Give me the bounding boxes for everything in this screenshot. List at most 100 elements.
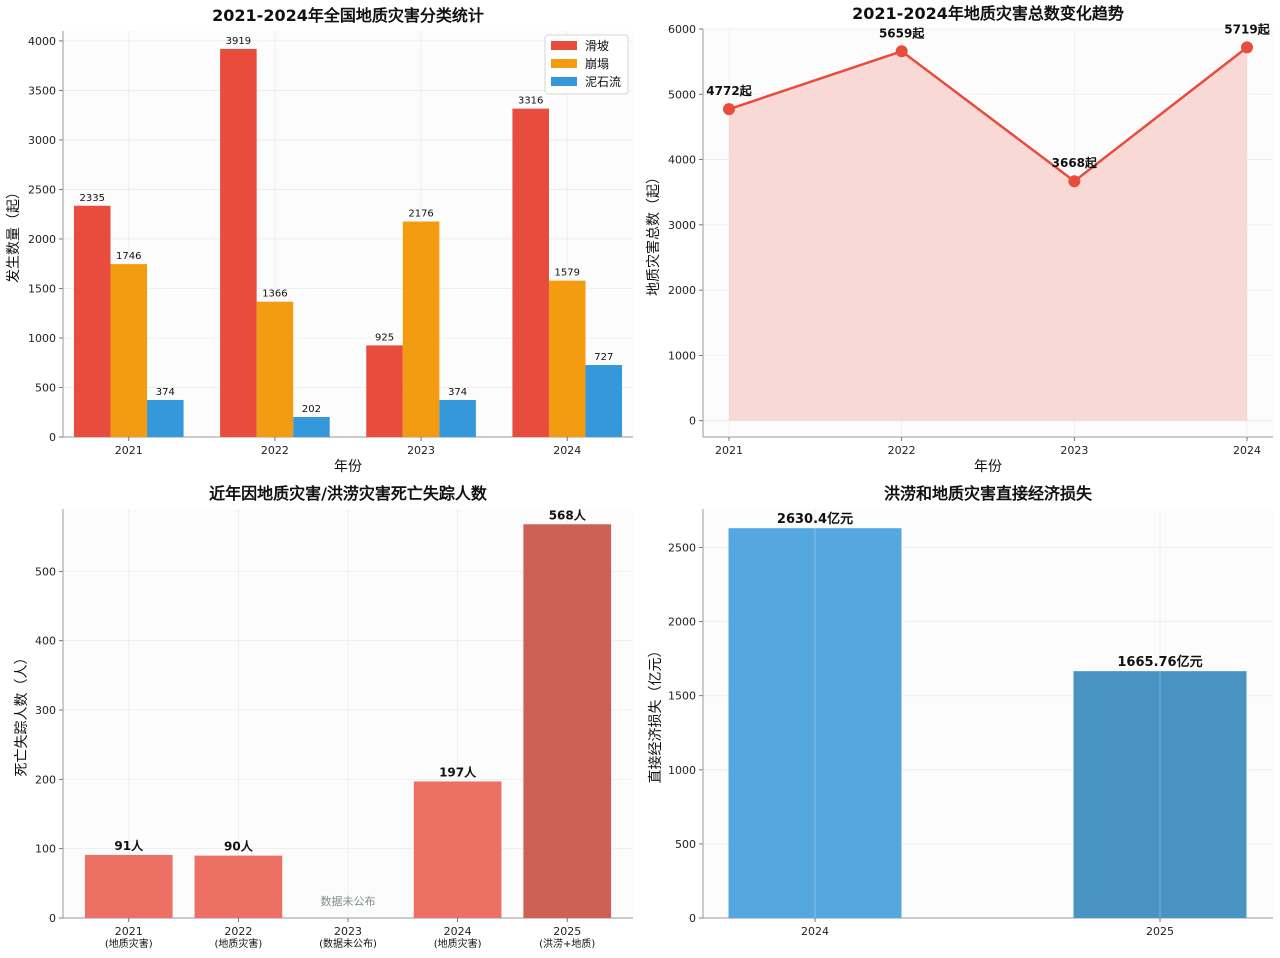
c1-bar bbox=[73, 205, 111, 437]
c1-bar bbox=[439, 399, 476, 437]
c1-bar bbox=[293, 416, 330, 437]
c1-legend-swatch bbox=[551, 41, 577, 50]
c1-xtick-label: 2021 bbox=[115, 444, 143, 457]
c2-ytick-label: 5000 bbox=[668, 88, 696, 101]
c1-bar bbox=[110, 264, 148, 437]
c1-ytick-label: 1500 bbox=[28, 282, 56, 295]
c3-bar bbox=[194, 855, 283, 918]
c3-ytick-label: 400 bbox=[35, 635, 56, 648]
c2-ytick-label: 2000 bbox=[668, 284, 696, 297]
c1-ytick-label: 2500 bbox=[28, 183, 56, 196]
c1-data-label: 202 bbox=[302, 404, 321, 415]
c1-legend-swatch bbox=[551, 59, 577, 68]
c1-ytick-label: 500 bbox=[35, 381, 56, 394]
c2-xtick-label: 2022 bbox=[888, 444, 916, 457]
c1-bar bbox=[402, 221, 440, 437]
c2-xtick-label: 2024 bbox=[1233, 444, 1261, 457]
c4-ytick-label: 500 bbox=[675, 838, 696, 851]
c2-title: 2021-2024年地质灾害总数变化趋势 bbox=[852, 4, 1124, 23]
c1-legend-label: 滑坡 bbox=[585, 39, 609, 53]
c3-ytick-label: 200 bbox=[35, 773, 56, 786]
c1-ylabel: 发生数量（起） bbox=[6, 185, 22, 283]
c1-data-label: 1579 bbox=[555, 268, 580, 279]
c2-xtick-label: 2021 bbox=[715, 444, 743, 457]
c1-bar bbox=[512, 108, 549, 437]
c1-data-label: 2335 bbox=[80, 193, 105, 204]
c1-bar bbox=[366, 345, 403, 437]
c2-xtick-label: 2023 bbox=[1060, 444, 1088, 457]
c2-point bbox=[1241, 41, 1253, 54]
c3-missing-note: 数据未公布 bbox=[321, 894, 376, 908]
c1-xtick-label: 2023 bbox=[407, 444, 435, 457]
c1-data-label: 925 bbox=[375, 332, 394, 343]
c4-bar bbox=[1073, 671, 1247, 918]
c4-chart: 0 500 1000 1500 2000 2500 洪涝和地质灾害直接经济损失直接经济损失（… bbox=[647, 484, 1273, 938]
c4-xtick-label: 2025 bbox=[1146, 925, 1174, 938]
c3-xtick-sublabel: (洪涝+地质) bbox=[539, 937, 595, 950]
c3-xtick-sublabel: (地质灾害) bbox=[105, 937, 153, 950]
c3-xtick-label: 2022 bbox=[224, 925, 252, 938]
c3-xtick-label: 2024 bbox=[444, 925, 472, 938]
c1-xtick-label: 2024 bbox=[553, 444, 581, 457]
c4-data-label: 2630.4亿元 bbox=[777, 511, 853, 527]
c3-data-label: 90人 bbox=[224, 839, 254, 854]
c2-point bbox=[895, 45, 908, 58]
c1-legend-swatch bbox=[551, 77, 577, 86]
c1-data-label: 1746 bbox=[116, 251, 141, 262]
c2-ytick-label: 6000 bbox=[668, 23, 696, 36]
c1-bar bbox=[256, 301, 294, 437]
c2-xlabel: 年份 bbox=[974, 459, 1002, 475]
c1-xlabel: 年份 bbox=[334, 459, 362, 475]
c2-data-label: 5719起 bbox=[1224, 21, 1270, 36]
c1-ytick-label: 3500 bbox=[28, 84, 56, 97]
c4-ytick-label: 0 bbox=[689, 912, 696, 925]
c3-data-label: 197人 bbox=[439, 764, 477, 779]
c4-ytick-label: 2000 bbox=[668, 616, 696, 629]
c3-bar bbox=[84, 854, 173, 918]
c3-ytick-label: 500 bbox=[35, 565, 56, 578]
c3-xtick-sublabel: (地质灾害) bbox=[214, 937, 262, 950]
c2-point bbox=[1068, 175, 1081, 188]
c4-ylabel: 直接经济损失（亿元） bbox=[647, 644, 664, 784]
c4-ytick-label: 1000 bbox=[668, 764, 696, 777]
c1-ytick-label: 0 bbox=[49, 431, 56, 444]
c1-ytick-label: 4000 bbox=[28, 35, 56, 48]
c4-ytick-label: 1500 bbox=[668, 690, 696, 703]
c4-data-label: 1665.76亿元 bbox=[1117, 654, 1202, 670]
c1-data-label: 3919 bbox=[226, 36, 251, 47]
c2-ytick-label: 1000 bbox=[668, 349, 696, 362]
c4-bar bbox=[728, 528, 902, 918]
c2-ytick-label: 4000 bbox=[668, 154, 696, 167]
c2-ylabel: 地质灾害总数（起） bbox=[645, 170, 662, 296]
c2-chart: 0 1000 2000 3000 4000 5000 6000 2021-2024年地质灾害总… bbox=[645, 4, 1273, 475]
c2-data-label: 3668起 bbox=[1052, 155, 1098, 170]
c1-data-label: 1366 bbox=[262, 289, 287, 300]
c1-ytick-label: 2000 bbox=[28, 233, 56, 246]
c4-xtick-label: 2024 bbox=[801, 925, 829, 938]
c1-xtick-label: 2022 bbox=[261, 444, 289, 457]
c1-chart: 0 500 1000 1500 2000 2500 3000 3500 4000 2021-202… bbox=[6, 6, 633, 475]
c2-ytick-label: 0 bbox=[689, 415, 696, 428]
c3-ytick-label: 100 bbox=[35, 843, 56, 856]
c2-data-label: 5659起 bbox=[879, 25, 925, 40]
c1-ytick-label: 3000 bbox=[28, 134, 56, 147]
c1-data-label: 374 bbox=[156, 387, 175, 398]
c1-data-label: 3316 bbox=[518, 96, 543, 107]
c1-legend-label: 泥石流 bbox=[585, 75, 621, 89]
c3-data-label: 91人 bbox=[114, 838, 144, 853]
c1-data-label: 727 bbox=[594, 352, 613, 363]
c1-ytick-label: 1000 bbox=[28, 332, 56, 345]
c1-bar bbox=[585, 365, 623, 437]
c2-data-label: 4772起 bbox=[706, 83, 752, 98]
c4-ytick-label: 2500 bbox=[668, 542, 696, 555]
c3-bar bbox=[413, 781, 502, 918]
c1-title: 2021-2024年全国地质灾害分类统计 bbox=[212, 6, 484, 25]
c3-bar bbox=[523, 524, 612, 918]
c3-ylabel: 死亡失踪人数（人） bbox=[14, 651, 30, 777]
c2-area-fill bbox=[729, 47, 1247, 421]
c3-title: 近年因地质灾害/洪涝灾害死亡失踪人数 bbox=[209, 484, 488, 503]
c1-data-label: 2176 bbox=[408, 209, 433, 220]
